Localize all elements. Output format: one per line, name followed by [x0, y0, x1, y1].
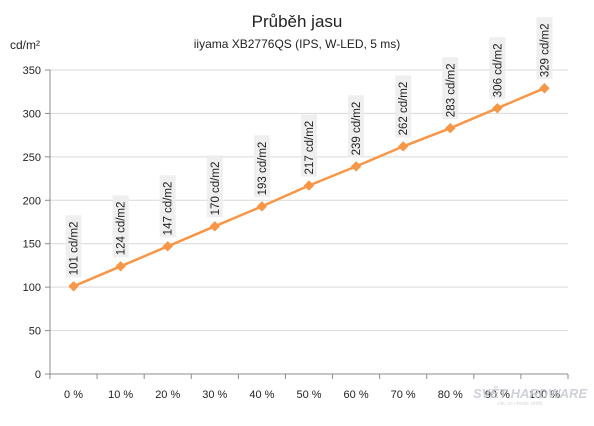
x-tick-label: 80 %: [438, 389, 463, 401]
data-label-bg: [159, 175, 176, 238]
data-label: 217 cd/m2: [304, 121, 316, 175]
data-label-bg: [348, 95, 365, 158]
data-label: 283 cd/m2: [445, 63, 457, 117]
x-tick-label: 40 %: [249, 389, 274, 401]
y-tick-label: 50: [29, 326, 41, 338]
data-label: 170 cd/m2: [210, 162, 222, 216]
y-axis-label: cd/m²: [10, 38, 40, 52]
x-tick-label: 70 %: [391, 389, 416, 401]
data-point: [397, 141, 409, 152]
x-tick-label: 10 %: [108, 389, 133, 401]
x-tick-labels: 0 % 10 % 20 % 30 % 40 % 50 % 60 % 70 % 80 % 90 % 1…: [64, 389, 560, 401]
y-tick-labels: 0 50 100 150 200 250 300 350: [23, 65, 41, 381]
data-point: [303, 180, 315, 191]
data-label: 124 cd/m2: [116, 202, 128, 256]
data-label: 193 cd/m2: [257, 142, 269, 196]
x-tick-label: 0 %: [64, 389, 83, 401]
data-point: [539, 83, 550, 94]
data-label: 147 cd/m2: [163, 182, 175, 236]
data-point: [350, 161, 362, 172]
y-tick-label: 350: [23, 65, 41, 77]
watermark-tagline: vše, co chcete vědět: [497, 401, 543, 407]
data-labels: 101 cd/m2 124 cd/m2 147 cd/m2 170 cd/m2 193 …: [65, 17, 553, 278]
y-tick-label: 100: [23, 282, 41, 294]
data-point: [68, 281, 79, 292]
watermark-brand: SVĚT HARDWARE: [473, 386, 587, 401]
axes: [45, 69, 569, 379]
data-label: 262 cd/m2: [398, 82, 410, 136]
data-label-bg: [301, 114, 317, 177]
data-point: [209, 221, 221, 232]
data-label-bg: [489, 37, 506, 100]
series-line: [68, 83, 550, 292]
y-tick-label: 0: [35, 369, 41, 381]
data-label-bg: [395, 75, 412, 138]
data-point: [256, 201, 268, 212]
data-label-bg: [206, 155, 223, 218]
y-tick-label: 300: [23, 108, 41, 120]
x-tick-label: 90 %: [485, 389, 510, 401]
chart-subtitle: iiyama XB2776QS (IPS, W-LED, 5 ms): [194, 37, 401, 51]
data-label-bg: [65, 215, 82, 278]
data-label-bg: [536, 17, 553, 80]
x-tick-label: 100 %: [529, 389, 560, 401]
data-label: 239 cd/m2: [351, 102, 363, 156]
watermark-logo: SVĚT HARDWARE vše, co chcete vědět: [473, 386, 587, 407]
y-tick-label: 150: [23, 239, 41, 251]
data-point: [115, 261, 126, 272]
data-label: 306 cd/m2: [492, 44, 504, 98]
y-tick-label: 250: [23, 152, 41, 164]
chart-title: Průběh jasu: [252, 12, 343, 31]
x-tick-label: 30 %: [202, 389, 227, 401]
data-label: 101 cd/m2: [69, 222, 81, 276]
data-point: [492, 103, 503, 114]
y-tick-label: 200: [23, 195, 41, 207]
x-tick-label: 20 %: [155, 389, 180, 401]
data-point: [445, 122, 456, 134]
data-label-bg: [253, 135, 270, 198]
data-point: [162, 241, 173, 252]
x-tick-label: 50 %: [296, 389, 321, 401]
data-label-bg: [112, 195, 129, 258]
data-label-bg: [442, 57, 459, 120]
data-label: 329 cd/m2: [539, 24, 551, 78]
x-tick-label: 60 %: [344, 389, 369, 401]
